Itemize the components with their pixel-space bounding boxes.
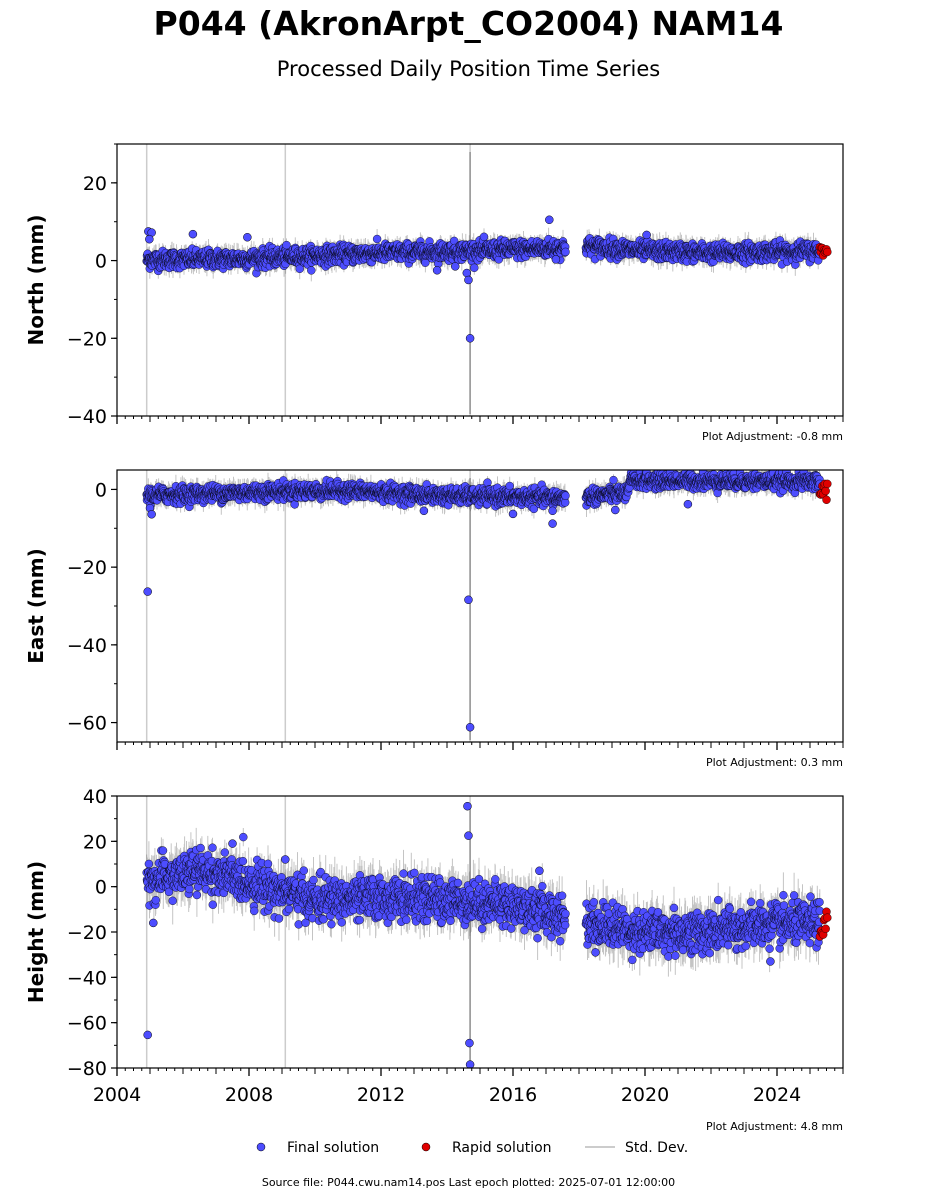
rapid-point: [823, 479, 832, 489]
final-point: [561, 247, 570, 257]
panel-east: −60 −40 −20 0 East (mm) Plot Adjustment: 0.3 …: [24, 469, 844, 769]
outlier-point: [611, 505, 620, 515]
outlier-point: [432, 266, 442, 275]
final-point: [151, 896, 161, 905]
outlier-point: [465, 334, 475, 343]
final-point: [561, 491, 570, 500]
outlier-point: [143, 587, 152, 596]
legend-rapid-marker: [421, 1142, 431, 1152]
legend: Final solution Rapid solution Std. Dev.: [256, 1140, 688, 1156]
final-point: [208, 843, 217, 852]
y-tick-label: −40: [67, 406, 107, 428]
rapid-points-east: [815, 479, 832, 504]
final-point: [192, 890, 202, 900]
final-point: [158, 846, 168, 855]
final-point: [164, 887, 174, 897]
outlier-point: [464, 595, 473, 605]
chart-title: P044 (AkronArpt_CO2004) NAM14: [153, 4, 784, 43]
y-axis-label: East (mm): [24, 548, 48, 664]
final-point: [479, 232, 489, 242]
y-tick-label: −40: [67, 635, 107, 657]
rapid-point: [822, 495, 831, 504]
legend-stddev-label: Std. Dev.: [625, 1140, 688, 1156]
final-point: [294, 920, 303, 929]
outlier-point: [462, 268, 472, 278]
rapid-points-north: [815, 243, 832, 260]
final-point: [301, 918, 310, 927]
outlier-point: [147, 510, 156, 519]
final-point: [220, 848, 230, 857]
final-point: [185, 884, 194, 894]
plot-adjustment-label: Plot Adjustment: 0.3 mm: [706, 756, 843, 769]
outlier-point: [548, 506, 557, 516]
panel-north: −40 −20 0 20 North (mm) Plot Adjustment: -0.8…: [24, 143, 844, 443]
final-point: [470, 263, 479, 272]
outlier-point: [464, 275, 473, 285]
outlier-point: [642, 230, 651, 240]
final-points-north: [142, 215, 824, 343]
outlier-point: [508, 509, 518, 519]
final-point: [307, 266, 316, 275]
final-point: [284, 904, 294, 914]
legend-rapid-label: Rapid solution: [452, 1140, 552, 1156]
chart-subtitle: Processed Daily Position Time Series: [276, 57, 661, 81]
outlier-point: [145, 234, 154, 244]
final-point: [239, 832, 248, 842]
plot-adjustment-label: Plot Adjustment: -0.8 mm: [702, 430, 843, 443]
outlier-point: [451, 262, 460, 271]
outlier-point: [188, 229, 198, 239]
final-point: [263, 859, 273, 868]
plot-area-north: [142, 144, 832, 416]
outlier-point: [545, 215, 554, 225]
outlier-point: [683, 499, 693, 509]
final-point: [249, 906, 259, 916]
final-point: [238, 857, 248, 866]
y-tick-label: 20: [83, 173, 107, 195]
final-point: [274, 914, 284, 923]
y-tick-label: −20: [67, 328, 107, 350]
rapid-point: [821, 486, 830, 496]
final-point: [144, 859, 154, 869]
outlier-point: [551, 255, 561, 264]
plot-area-height: [142, 796, 832, 1068]
final-point: [295, 264, 304, 273]
y-axis-label: North (mm): [24, 214, 48, 345]
outlier-point: [243, 233, 252, 242]
final-points-east: [142, 470, 824, 732]
final-point: [609, 475, 618, 485]
final-point: [372, 234, 382, 244]
final-point: [505, 481, 514, 491]
axes-frame-north: [116, 143, 844, 417]
final-points-height: [142, 801, 824, 1068]
axes-frame-east: [116, 469, 844, 743]
y-tick-label: −60: [67, 713, 107, 735]
legend-final-marker: [256, 1142, 266, 1152]
outlier-point: [465, 722, 475, 732]
outlier-point: [548, 519, 557, 528]
y-tick-label: 0: [95, 251, 107, 273]
final-point: [529, 504, 539, 514]
y-tick-label: −20: [67, 557, 107, 579]
final-point: [196, 843, 205, 853]
rapid-point: [823, 247, 832, 257]
final-point: [168, 896, 177, 905]
final-point: [282, 240, 291, 250]
final-point: [208, 900, 218, 909]
outlier-point: [419, 506, 429, 516]
legend-final-label: Final solution: [287, 1140, 379, 1156]
plot-area-east: [142, 470, 832, 742]
final-point: [299, 866, 308, 875]
y-tick-label: 0: [95, 479, 107, 501]
